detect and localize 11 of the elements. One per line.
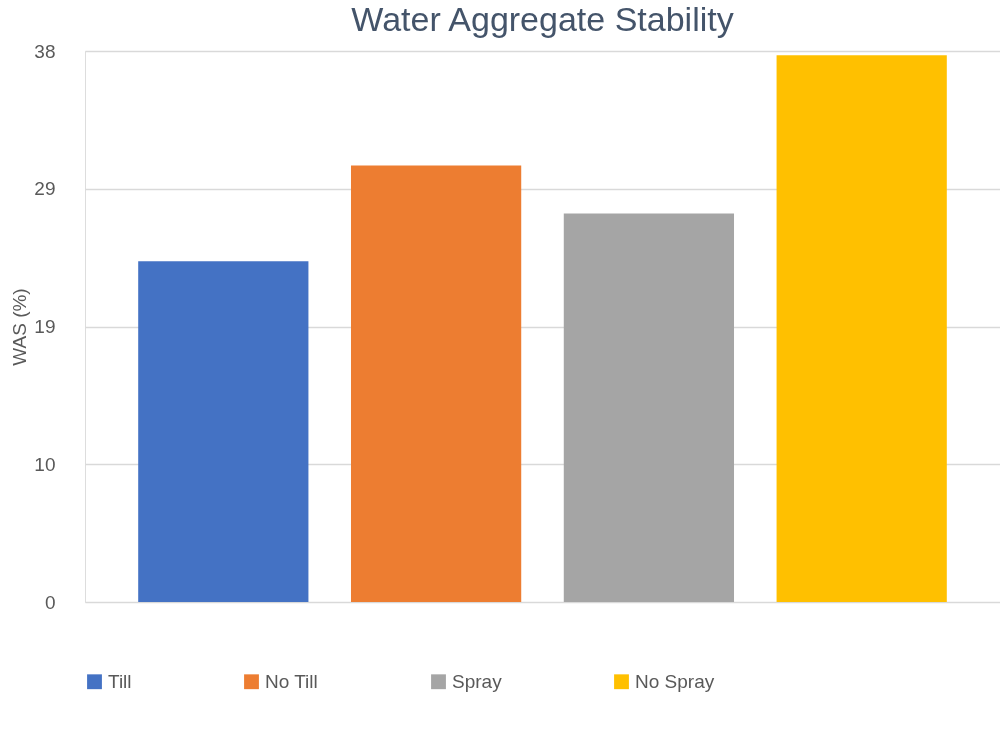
- legend-label: No Till: [265, 670, 318, 692]
- chart-title: Water Aggregate Stability: [351, 0, 734, 38]
- y-tick-label: 10: [34, 453, 56, 475]
- legend-label: Till: [108, 670, 132, 692]
- y-tick-label: 38: [34, 40, 56, 62]
- y-axis-title: WAS (%): [9, 288, 31, 366]
- legend-label: No Spray: [635, 670, 715, 692]
- y-tick-label: 29: [34, 178, 56, 200]
- y-tick-label: 0: [44, 591, 56, 613]
- legend-label: Spray: [452, 670, 503, 692]
- y-tick-label: 19: [34, 316, 56, 337]
